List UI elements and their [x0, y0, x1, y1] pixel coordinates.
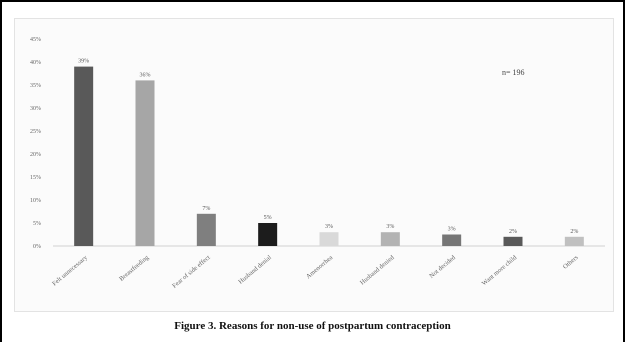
data-label: 36% — [140, 72, 151, 78]
plot-area: 0% 5% 10% 15% 20% 25% 30% 35% 40% 45% 39% Felt unne… — [14, 18, 614, 312]
category-label: Breastfeeding — [118, 254, 151, 283]
y-tick-label: 10% — [30, 198, 41, 204]
data-label: 3% — [386, 224, 394, 230]
bar — [380, 232, 400, 246]
category-label: Amenorrhea — [305, 254, 334, 280]
y-tick-label: 35% — [30, 83, 41, 89]
category-label: Not decided — [428, 254, 457, 280]
y-tick-label: 45% — [30, 37, 41, 43]
y-tick-label: 40% — [30, 60, 41, 66]
bar — [503, 236, 523, 246]
y-tick-label: 25% — [30, 129, 41, 135]
category-label: Others — [562, 254, 580, 271]
category-label: Fear of side effect — [171, 254, 212, 290]
data-label: 2% — [570, 229, 578, 235]
y-tick-label: 15% — [30, 175, 41, 181]
figure-caption: Figure 3. Reasons for non-use of postpar… — [174, 320, 451, 332]
data-label: 3% — [325, 224, 333, 230]
bar — [135, 80, 155, 247]
data-label: 3% — [448, 227, 456, 233]
bar — [74, 66, 94, 246]
data-label: 39% — [78, 59, 89, 65]
bar — [319, 232, 339, 246]
category-label: Husband denied — [359, 254, 396, 287]
category-label: Husband denial — [237, 254, 273, 286]
category-label: Want more child — [481, 254, 519, 288]
y-tick-label: 0% — [33, 244, 41, 250]
data-label: 7% — [202, 206, 210, 212]
y-tick-label: 30% — [30, 106, 41, 112]
data-label: 5% — [264, 215, 272, 221]
sample-size-annotation: n= 196 — [502, 68, 525, 77]
bar-chart: 0% 5% 10% 15% 20% 25% 30% 35% 40% 45% 39% Felt unne… — [30, 37, 605, 290]
bar — [258, 223, 278, 246]
bar — [442, 234, 462, 246]
y-tick-label: 20% — [30, 152, 41, 158]
y-tick-label: 5% — [33, 221, 41, 227]
data-label: 2% — [509, 229, 517, 235]
bar — [564, 236, 584, 246]
bar — [196, 213, 216, 246]
category-label: Felt unnecessary — [51, 254, 89, 288]
